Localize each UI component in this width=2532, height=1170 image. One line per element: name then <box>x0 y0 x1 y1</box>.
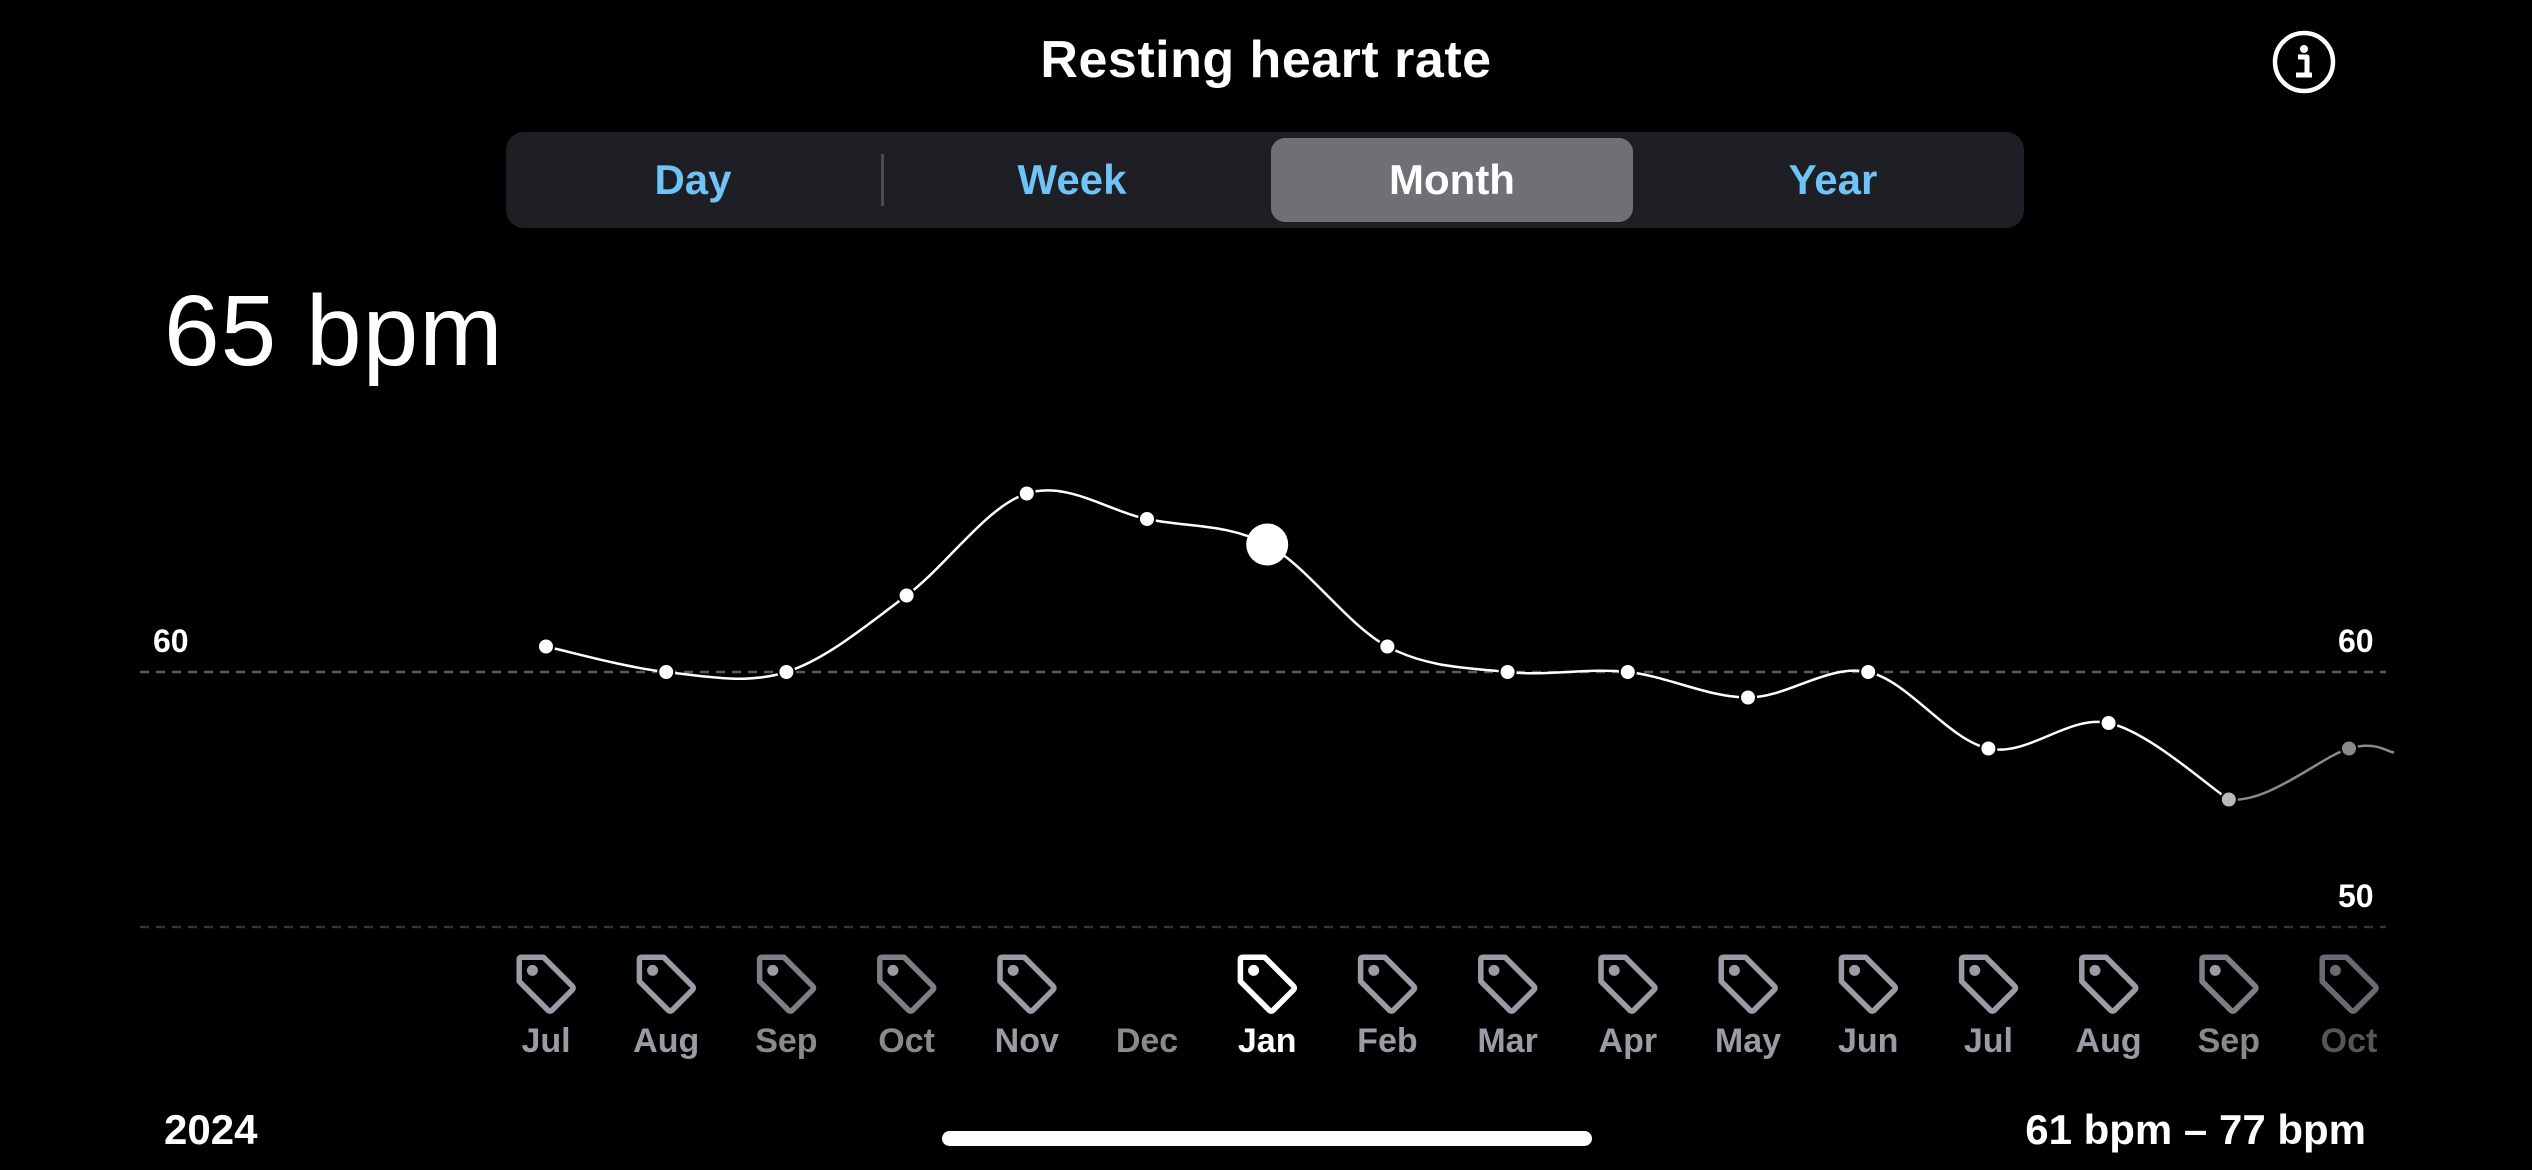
x-tick-label[interactable]: May <box>1715 1022 1781 1060</box>
tag-outline <box>1237 954 1298 1014</box>
segment-divider <box>881 154 884 206</box>
x-tick-label[interactable]: Sep <box>2198 1022 2260 1060</box>
tag-outline <box>516 954 576 1014</box>
tag-icon <box>1357 954 1418 1014</box>
tag-outline <box>1958 954 2019 1014</box>
tag-icon <box>2319 954 2379 1014</box>
data-point <box>2099 714 2118 732</box>
tag-icon <box>877 954 937 1014</box>
tab-year[interactable]: Year <box>1788 156 1878 203</box>
tag-outline <box>1598 954 1658 1014</box>
tag-outline <box>1838 954 1899 1014</box>
tag-hole <box>1608 964 1620 976</box>
tab-month[interactable]: Month <box>1271 138 1633 222</box>
tag-hole <box>647 964 659 976</box>
tag-outline <box>2079 954 2139 1014</box>
tag-outline <box>877 954 937 1014</box>
data-point <box>777 663 796 681</box>
tag-hole <box>1007 964 1019 976</box>
tag-hole <box>1488 964 1500 976</box>
tab-week[interactable]: Week <box>1017 156 1127 203</box>
tag-icon <box>636 954 697 1014</box>
tag-hole <box>2089 964 2101 976</box>
tag-outline <box>2199 954 2259 1014</box>
tag-icon <box>1478 954 1538 1014</box>
selected-data-point <box>1246 523 1289 566</box>
data-point <box>1017 484 1036 503</box>
period-segmented-control: Day Week Month Year <box>506 132 2024 228</box>
data-point <box>1859 663 1878 681</box>
data-point <box>1498 663 1517 681</box>
y-tick-label-right: 50 <box>2338 878 2374 914</box>
tag-hole <box>1248 964 1260 976</box>
tag-icon <box>1958 954 2019 1014</box>
data-point <box>2340 739 2358 758</box>
tag-icon <box>2079 954 2139 1014</box>
tag-icon <box>997 954 1057 1014</box>
year-label: 2024 <box>164 1106 258 1153</box>
tag-outline <box>997 954 1057 1014</box>
tag-hole <box>1728 964 1740 976</box>
tag-hole <box>1849 964 1861 976</box>
data-point <box>1979 739 1998 758</box>
home-indicator[interactable] <box>942 1131 1592 1146</box>
x-tick-label[interactable]: Mar <box>1477 1022 1537 1060</box>
data-point <box>897 586 916 605</box>
x-tick-label[interactable]: Feb <box>1357 1022 1417 1060</box>
data-point <box>1378 637 1397 656</box>
tag-outline <box>1718 954 1778 1014</box>
x-tick-label[interactable]: Aug <box>633 1022 699 1060</box>
x-tick-label[interactable]: Jul <box>1964 1022 2013 1060</box>
tag-icon <box>1718 954 1778 1014</box>
tab-day[interactable]: Day <box>654 156 732 203</box>
tag-hole <box>2209 964 2221 976</box>
data-point <box>657 663 676 681</box>
tag-outline <box>2319 954 2379 1014</box>
data-point <box>1138 510 1156 528</box>
tag-hole <box>526 964 538 976</box>
x-tick-label[interactable]: Aug <box>2076 1022 2142 1060</box>
heart-rate-chart[interactable]: 60 60 50 Jul Aug Sep Oct Nov Dec Jan Feb Mar Apr May J… <box>0 0 2532 1100</box>
x-tick-label[interactable]: Jun <box>1838 1022 1898 1060</box>
tag-outline <box>1478 954 1538 1014</box>
y-tick-label-left: 60 <box>153 623 189 659</box>
tag-icon <box>1598 954 1658 1014</box>
x-tick-label[interactable]: Oct <box>878 1022 935 1060</box>
tag-outline <box>636 954 697 1014</box>
data-point <box>1618 663 1637 681</box>
info-circle-icon[interactable] <box>2272 30 2336 94</box>
y-tick-label-right: 60 <box>2338 623 2374 659</box>
tag-outline <box>756 954 817 1014</box>
x-tick-label[interactable]: Jan <box>1238 1022 1297 1060</box>
bpm-range-label: 61 bpm – 77 bpm <box>2025 1106 2366 1153</box>
tag-hole <box>2329 964 2341 976</box>
current-value: 65 bpm <box>164 275 504 387</box>
tag-hole <box>767 964 779 976</box>
data-point <box>537 637 555 656</box>
series-line-future <box>2228 744 2395 801</box>
tag-icon <box>516 954 576 1014</box>
tag-hole <box>1969 964 1981 976</box>
x-tick-label[interactable]: Apr <box>1599 1022 1658 1060</box>
x-tick-label[interactable]: Oct <box>2321 1022 2378 1060</box>
x-tick-label[interactable]: Nov <box>995 1022 1059 1060</box>
x-tick-label[interactable]: Dec <box>1116 1022 1178 1060</box>
page-title: Resting heart rate <box>1040 31 1492 89</box>
data-point <box>1739 688 1757 707</box>
tag-icon <box>1838 954 1899 1014</box>
x-tick-label[interactable]: Sep <box>755 1022 817 1060</box>
tag-icon <box>2199 954 2259 1014</box>
tag-icon <box>1237 954 1298 1014</box>
tag-hole <box>1368 964 1380 976</box>
tag-icon <box>756 954 817 1014</box>
tag-outline <box>1357 954 1418 1014</box>
x-tick-label[interactable]: Jul <box>521 1022 570 1060</box>
tag-hole <box>887 964 899 976</box>
data-point <box>2219 790 2238 809</box>
